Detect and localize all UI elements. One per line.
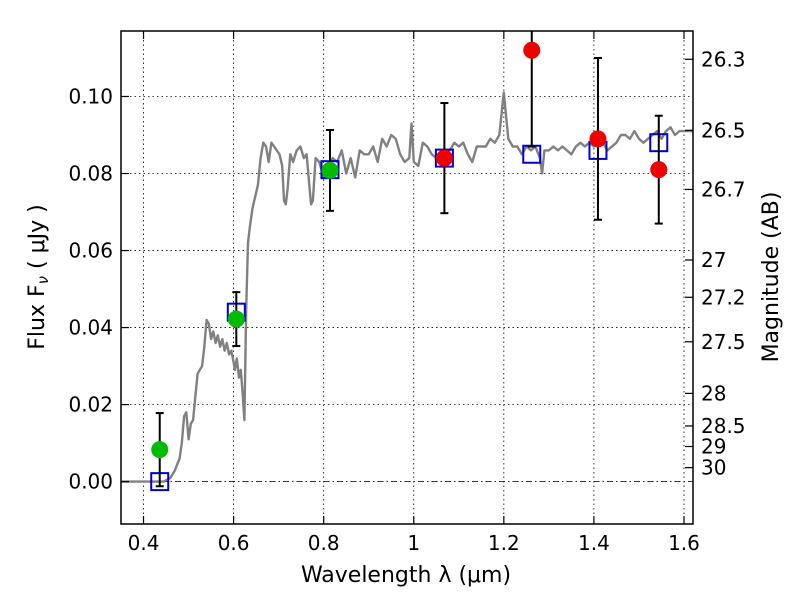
magnitude-tick-label: 26.3: [701, 47, 746, 71]
x-tick-label: 1.6: [668, 531, 700, 555]
y-axis-title-main: Flux F: [25, 284, 50, 349]
y-tick-label: 0.08: [68, 162, 113, 186]
observed-point: [435, 149, 453, 167]
y-tick-label: 0.00: [68, 470, 113, 494]
grid-lines: [121, 31, 693, 524]
x-axis-ticks: 0.4 0.6 0.8 1 1.2 1.4 1.6: [128, 31, 700, 555]
error-bars: [155, 31, 663, 488]
x-tick-label: 0.6: [218, 531, 250, 555]
magnitude-tick-label: 27: [701, 248, 726, 272]
x-tick-label: 1.4: [578, 531, 610, 555]
observed-point: [650, 161, 668, 179]
observed-point: [321, 161, 339, 179]
magnitude-tick-label: 27.5: [701, 330, 746, 354]
magnitude-axis-title: Magnitude (AB): [759, 192, 784, 363]
y-axis-ticks: 0.00 0.02 0.04 0.06 0.08 0.10: [68, 84, 129, 494]
y-tick-label: 0.02: [68, 393, 113, 417]
x-tick-label: 1.2: [488, 531, 520, 555]
sed-model-curve: [121, 91, 693, 483]
y-axis-title-unit: ( μJy ): [25, 204, 50, 276]
observed-point: [523, 41, 541, 59]
model-band-squares: [150, 133, 669, 492]
y-tick-label: 0.06: [68, 239, 113, 263]
x-axis-title: Wavelength λ (μm): [301, 563, 511, 588]
magnitude-tick-label: 28: [701, 381, 726, 405]
x-tick-label: 0.8: [308, 531, 340, 555]
observed-point: [227, 310, 245, 328]
observed-point: [151, 441, 169, 459]
observed-point: [589, 130, 607, 148]
y-tick-label: 0.10: [68, 84, 113, 108]
y-tick-label: 0.04: [68, 316, 113, 340]
magnitude-tick-label: 27.2: [701, 285, 746, 309]
magnitude-tick-label: 29: [701, 435, 726, 459]
x-tick-label: 1: [407, 531, 420, 555]
magnitude-tick-label: 26.5: [701, 118, 746, 142]
magnitude-tick-label: 26.7: [701, 177, 746, 201]
magnitude-tick-label: 28.5: [701, 414, 746, 438]
x-tick-label: 0.4: [128, 531, 160, 555]
magnitude-tick-label: 30: [701, 456, 726, 480]
y-axis-title: Flux Fν ( μJy ): [25, 204, 52, 349]
y-axis-title-subscript: ν: [34, 276, 52, 284]
plot-frame: [120, 30, 694, 525]
observed-points: [151, 41, 668, 459]
